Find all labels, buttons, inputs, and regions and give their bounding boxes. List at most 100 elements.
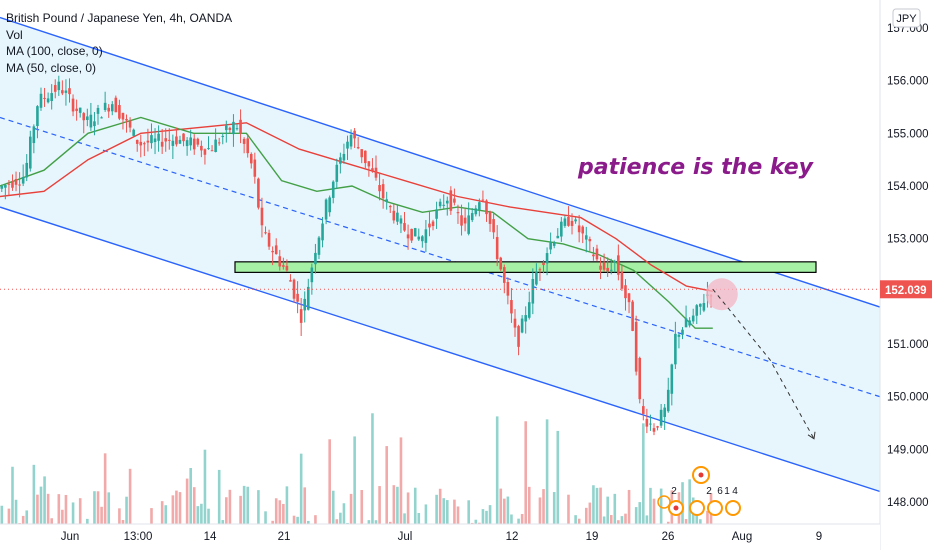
- candle-body: [207, 148, 210, 150]
- candle-body: [428, 223, 431, 228]
- candle-body: [677, 334, 681, 337]
- volume-bar: [43, 476, 46, 550]
- candle-body: [642, 406, 645, 414]
- volume-bar: [331, 490, 335, 550]
- x-tick-label: Aug: [732, 531, 752, 543]
- descending-channel[interactable]: [0, 16, 881, 493]
- volume-bar: [39, 486, 43, 550]
- y-tick-label: 155.000: [887, 128, 929, 140]
- legend-ma50[interactable]: MA (50, close, 0): [6, 60, 97, 75]
- candle-body: [196, 138, 200, 145]
- candle-body: [21, 177, 25, 184]
- volume-bar: [542, 489, 545, 550]
- projection-arrow: [712, 288, 816, 440]
- candle-body: [89, 114, 93, 128]
- legend-vol[interactable]: Vol: [6, 27, 23, 42]
- event-count-label: 6: [717, 486, 723, 497]
- candle-body: [399, 218, 403, 224]
- volume-bar: [399, 437, 403, 550]
- candle-body: [125, 118, 128, 121]
- candle-body: [167, 139, 171, 141]
- time-axis[interactable]: Jun 13:00 14 21 Jul 12 19 26 Aug 9: [0, 523, 880, 550]
- candle-body: [264, 232, 267, 234]
- candle-body: [100, 117, 103, 119]
- candle-body: [431, 221, 435, 227]
- volume-bar: [438, 488, 442, 550]
- projection-dashed-line: [712, 288, 815, 440]
- candle-body: [157, 133, 160, 141]
- ma100-path: [0, 122, 713, 292]
- candle-body: [438, 201, 442, 207]
- symbol-title[interactable]: British Pound / Japanese Yen, 4h, OANDA: [6, 11, 233, 25]
- resistance-zone[interactable]: [234, 261, 817, 273]
- volume-bar: [371, 413, 374, 550]
- candle-body: [524, 315, 527, 322]
- volume-bar: [649, 487, 652, 550]
- candle-body: [346, 141, 349, 149]
- volume-bar: [396, 486, 399, 550]
- currency-badge-text: JPY: [896, 13, 917, 25]
- candle-body: [339, 157, 342, 164]
- candle-body: [378, 185, 381, 192]
- candle-body: [556, 235, 560, 239]
- candle-body: [356, 147, 360, 149]
- chart-legend: British Pound / Japanese Yen, 4h, OANDA …: [6, 10, 232, 76]
- candle-body: [257, 178, 260, 208]
- event-dot: [673, 505, 679, 511]
- candle-body: [289, 280, 292, 282]
- candle-body: [699, 303, 702, 307]
- channel-middle-line: [0, 116, 881, 398]
- volume-bar: [524, 421, 528, 550]
- volume-bar: [64, 494, 68, 550]
- candle-body: [499, 257, 503, 270]
- candle-body: [542, 262, 545, 266]
- candle-body: [588, 239, 592, 242]
- candle-body: [702, 303, 706, 311]
- y-tick-label: 148.000: [887, 497, 929, 509]
- candle-body: [96, 107, 100, 114]
- candle-body: [210, 150, 214, 152]
- candle-body: [86, 116, 89, 121]
- candle-body: [342, 153, 346, 161]
- candle-body: [121, 112, 125, 120]
- candle-body: [567, 217, 570, 226]
- x-tick-label: 21: [278, 531, 291, 543]
- volume-bar: [670, 490, 674, 550]
- projection-arrow-head: [807, 431, 816, 440]
- candle-body: [192, 138, 196, 150]
- candle-body: [331, 181, 335, 198]
- candle-body: [520, 318, 524, 333]
- candle-body: [474, 208, 478, 215]
- candle-body: [406, 234, 410, 239]
- event-count-label: 1: [724, 486, 730, 497]
- candle-body: [171, 140, 175, 146]
- ma100-line: [0, 122, 713, 292]
- volume-bar: [203, 449, 207, 550]
- candle-body: [417, 236, 421, 240]
- candle-body: [691, 315, 695, 322]
- price-axis[interactable]: 148.000149.000150.000151.000152.000153.0…: [879, 0, 932, 550]
- candle-body: [203, 149, 207, 155]
- candle-body: [538, 269, 542, 271]
- candle-body: [552, 242, 556, 246]
- candle-body: [577, 225, 581, 233]
- ma50-path: [0, 116, 713, 329]
- volume-bar: [303, 487, 307, 550]
- volume-bar: [128, 468, 132, 550]
- candle-body: [531, 279, 535, 304]
- candle-body: [609, 269, 613, 271]
- volume-bar: [527, 486, 531, 550]
- legend-ma100[interactable]: MA (100, close, 0): [6, 44, 103, 58]
- candle-body: [492, 219, 495, 233]
- candle-body: [18, 184, 21, 186]
- volume-bar: [595, 487, 599, 550]
- candle-body: [445, 200, 449, 204]
- candle-body: [93, 121, 96, 127]
- volume-bar: [192, 487, 196, 550]
- event-count-label: 2: [706, 486, 712, 497]
- volume-bar: [328, 439, 331, 550]
- volume-bar: [495, 416, 499, 550]
- candle-body: [32, 126, 36, 144]
